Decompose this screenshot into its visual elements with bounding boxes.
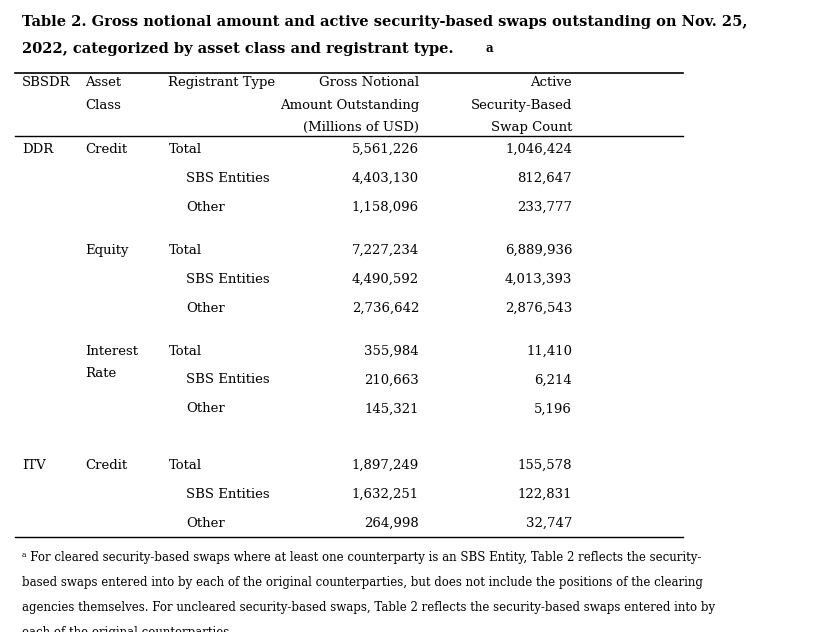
Text: Active: Active [531,76,572,90]
Text: 355,984: 355,984 [364,344,419,358]
Text: a: a [485,42,493,55]
Text: 812,647: 812,647 [518,172,572,185]
Text: 145,321: 145,321 [364,403,419,415]
Text: Total: Total [168,244,202,257]
Text: Equity: Equity [85,244,128,257]
Text: Credit: Credit [85,459,127,472]
Text: each of the original counterparties.: each of the original counterparties. [22,626,233,632]
Text: SBS Entities: SBS Entities [186,488,269,501]
Text: ᵃ For cleared security-based swaps where at least one counterparty is an SBS Ent: ᵃ For cleared security-based swaps where… [22,551,702,564]
Text: ITV: ITV [22,459,46,472]
Text: Amount Outstanding: Amount Outstanding [280,99,419,112]
Text: 122,831: 122,831 [518,488,572,501]
Text: (Millions of USD): (Millions of USD) [303,121,419,134]
Text: SBS Entities: SBS Entities [186,273,269,286]
Text: 264,998: 264,998 [364,517,419,530]
Text: Registrant Type: Registrant Type [168,76,276,90]
Text: Security-Based: Security-Based [471,99,572,112]
Text: 7,227,234: 7,227,234 [352,244,419,257]
Text: 4,013,393: 4,013,393 [505,273,572,286]
Text: Asset: Asset [85,76,121,90]
Text: agencies themselves. For uncleared security-based swaps, Table 2 reflects the se: agencies themselves. For uncleared secur… [22,601,715,614]
Text: Other: Other [186,201,224,214]
Text: 1,897,249: 1,897,249 [352,459,419,472]
Text: Rate: Rate [85,367,116,380]
Text: 4,490,592: 4,490,592 [352,273,419,286]
Text: 2022, categorized by asset class and registrant type.: 2022, categorized by asset class and reg… [22,42,454,56]
Text: 11,410: 11,410 [526,344,572,358]
Text: Gross Notional: Gross Notional [319,76,419,90]
Text: 32,747: 32,747 [526,517,572,530]
Text: SBS Entities: SBS Entities [186,374,269,386]
Text: 1,046,424: 1,046,424 [505,143,572,156]
Text: SBSDR: SBSDR [22,76,71,90]
Text: Class: Class [85,99,121,112]
Text: 210,663: 210,663 [364,374,419,386]
Text: 6,889,936: 6,889,936 [505,244,572,257]
Text: 1,158,096: 1,158,096 [352,201,419,214]
Text: 5,196: 5,196 [534,403,572,415]
Text: 2,876,543: 2,876,543 [505,301,572,315]
Text: SBS Entities: SBS Entities [186,172,269,185]
Text: Interest: Interest [85,344,138,358]
Text: Table 2. Gross notional amount and active security-based swaps outstanding on No: Table 2. Gross notional amount and activ… [22,15,748,29]
Text: Swap Count: Swap Count [491,121,572,134]
Text: 1,632,251: 1,632,251 [352,488,419,501]
Text: Total: Total [168,459,202,472]
Text: Total: Total [168,143,202,156]
Text: Other: Other [186,301,224,315]
Text: Other: Other [186,517,224,530]
Text: DDR: DDR [22,143,54,156]
Text: 6,214: 6,214 [534,374,572,386]
Text: Credit: Credit [85,143,127,156]
Text: 2,736,642: 2,736,642 [352,301,419,315]
Text: 155,578: 155,578 [518,459,572,472]
Text: 233,777: 233,777 [517,201,572,214]
Text: 5,561,226: 5,561,226 [352,143,419,156]
Text: Other: Other [186,403,224,415]
Text: 4,403,130: 4,403,130 [352,172,419,185]
Text: based swaps entered into by each of the original counterparties, but does not in: based swaps entered into by each of the … [22,576,703,589]
Text: Total: Total [168,344,202,358]
